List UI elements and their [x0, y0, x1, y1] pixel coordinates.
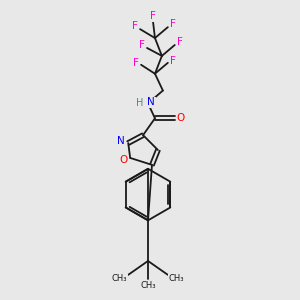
- Text: F: F: [177, 37, 183, 47]
- Text: CH₃: CH₃: [112, 274, 127, 283]
- Text: F: F: [139, 40, 145, 50]
- Text: F: F: [170, 19, 176, 29]
- Text: N: N: [117, 136, 125, 146]
- Text: CH₃: CH₃: [169, 274, 184, 283]
- Text: H: H: [136, 98, 144, 108]
- Text: F: F: [133, 58, 139, 68]
- Text: N: N: [147, 98, 155, 107]
- Text: F: F: [170, 56, 176, 66]
- Text: CH₃: CH₃: [140, 281, 156, 290]
- Text: F: F: [150, 11, 156, 21]
- Text: F: F: [132, 21, 138, 31]
- Text: O: O: [177, 113, 185, 123]
- Text: O: O: [119, 155, 128, 165]
